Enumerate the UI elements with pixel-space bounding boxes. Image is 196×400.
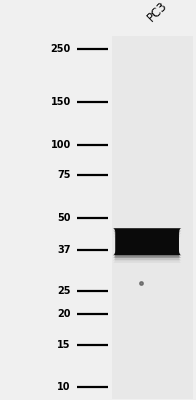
FancyBboxPatch shape xyxy=(113,236,182,263)
FancyBboxPatch shape xyxy=(113,228,182,255)
Text: 10: 10 xyxy=(57,382,71,392)
Text: 20: 20 xyxy=(57,309,71,319)
Text: 75: 75 xyxy=(57,170,71,180)
Text: 50: 50 xyxy=(57,213,71,223)
FancyBboxPatch shape xyxy=(113,231,182,258)
Text: 37: 37 xyxy=(57,244,71,254)
FancyBboxPatch shape xyxy=(112,36,193,399)
Text: 100: 100 xyxy=(51,140,71,150)
Text: 15: 15 xyxy=(57,340,71,350)
Text: 150: 150 xyxy=(51,97,71,107)
Text: 25: 25 xyxy=(57,286,71,296)
Text: PC3: PC3 xyxy=(145,0,171,24)
FancyBboxPatch shape xyxy=(113,233,182,260)
Text: 250: 250 xyxy=(51,44,71,54)
